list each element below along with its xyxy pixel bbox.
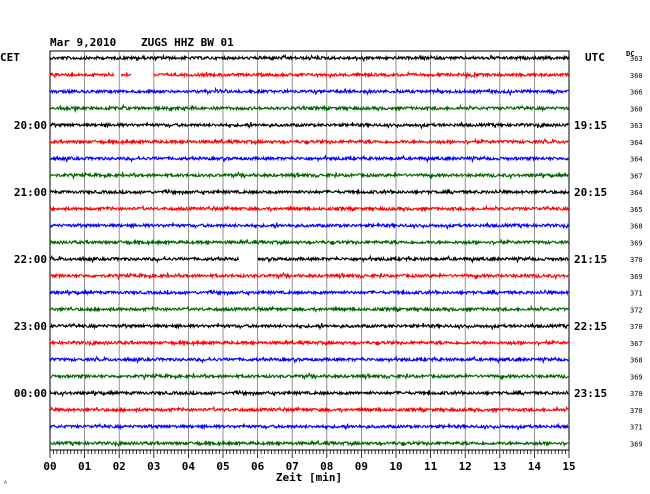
x-tick-label: 15 (562, 460, 575, 473)
trace-row (49, 288, 569, 297)
hour-labels: 20:00 21:00 22:00 23:00 00:00 19:15 20:15 21:15… (14, 119, 607, 400)
right-hour-label: 19:15 (574, 119, 607, 132)
left-timezone-label: CET (0, 51, 20, 64)
trace-row (49, 422, 569, 432)
trace-row (49, 86, 569, 97)
trace-row (49, 103, 569, 114)
dc-offset-label: 363 (630, 55, 643, 63)
left-hour-label: 22:00 (14, 253, 47, 266)
traces-group (49, 53, 569, 447)
x-tick-label: 06 (251, 460, 265, 473)
x-axis-label: Zeit [min] (276, 471, 342, 484)
trace-row (49, 221, 569, 231)
dc-offset-label: 371 (630, 424, 643, 432)
x-tick-label: 09 (355, 460, 368, 473)
dc-offset-label: 370 (630, 407, 643, 415)
x-tick-label: 03 (147, 460, 160, 473)
trace-row (49, 355, 569, 365)
dc-offset-label: 369 (630, 440, 643, 448)
x-tick-label: 11 (424, 460, 438, 473)
header-station: ZUGS HHZ BW 01 (141, 36, 234, 49)
x-tick-label: 04 (182, 460, 196, 473)
x-tick-label: 12 (459, 460, 472, 473)
dc-offset-label: 369 (630, 239, 643, 247)
dc-offset-label: 369 (630, 373, 643, 381)
trace-row (49, 271, 569, 281)
dc-offset-label: 367 (630, 172, 643, 180)
dc-offset-label: 364 (630, 189, 643, 197)
x-tick-label: 14 (528, 460, 542, 473)
dc-offset-label: 366 (630, 89, 643, 97)
trace-row (49, 439, 569, 447)
x-tick-label: 07 (286, 460, 299, 473)
dc-offset-label: 368 (630, 357, 643, 365)
dc-column-label: DC (626, 50, 634, 58)
dc-offset-label: 360 (630, 105, 643, 113)
right-hour-label: 21:15 (574, 253, 607, 266)
trace-row (49, 137, 569, 146)
dc-offset-label: 363 (630, 122, 643, 130)
trace-row (49, 322, 569, 331)
trace-row (49, 53, 569, 63)
corner-mark: ᴬ (3, 479, 8, 488)
x-tick-label: 00 (43, 460, 56, 473)
x-tick-label: 02 (113, 460, 126, 473)
x-tick-label: 01 (78, 460, 92, 473)
dc-offset-label: 365 (630, 206, 643, 214)
trace-row (49, 254, 569, 264)
dc-offset-label: 370 (630, 256, 643, 264)
plot-frame (49, 50, 570, 451)
right-timezone-label: UTC (585, 51, 605, 64)
trace-row (49, 304, 569, 313)
dc-offset-labels: 363 360 366 360 363 364 364 367 364 365 368 369 370 3… (630, 55, 643, 448)
x-tick-label: 10 (389, 460, 402, 473)
trace-row (49, 405, 569, 414)
left-hour-label: 20:00 (14, 119, 47, 132)
trace-row (49, 154, 569, 164)
right-hour-label: 20:15 (574, 186, 607, 199)
header-date: Mar 9,2010 (50, 36, 116, 49)
dc-offset-label: 371 (630, 290, 643, 298)
left-hour-label: 23:00 (14, 320, 47, 333)
dc-offset-label: 369 (630, 273, 643, 281)
trace-row (49, 389, 569, 398)
left-hour-label: 00:00 (14, 387, 47, 400)
dc-offset-label: 360 (630, 72, 643, 80)
trace-row (49, 70, 569, 80)
dc-offset-label: 364 (630, 139, 643, 147)
right-hour-label: 22:15 (574, 320, 607, 333)
dc-offset-label: 372 (630, 306, 643, 314)
trace-row (49, 372, 569, 382)
trace-row (49, 204, 569, 213)
x-axis: 00 01 02 03 04 05 06 07 08 09 10 11 12 13 14 15 (43, 450, 576, 473)
dc-offset-label: 364 (630, 156, 643, 164)
left-hour-label: 21:00 (14, 186, 47, 199)
x-tick-label: 08 (320, 460, 333, 473)
trace-row (49, 188, 569, 196)
dc-offset-label: 367 (630, 340, 643, 348)
x-tick-label: 05 (216, 460, 229, 473)
x-tick-label: 13 (493, 460, 506, 473)
trace-row (49, 338, 569, 347)
dc-offset-label: 370 (630, 390, 643, 398)
trace-row (49, 238, 569, 246)
minute-grid (84, 51, 535, 450)
dc-offset-label: 368 (630, 223, 643, 231)
trace-row (49, 121, 569, 130)
dc-offset-label: 370 (630, 323, 643, 331)
trace-row (49, 171, 569, 181)
right-hour-label: 23:15 (574, 387, 607, 400)
